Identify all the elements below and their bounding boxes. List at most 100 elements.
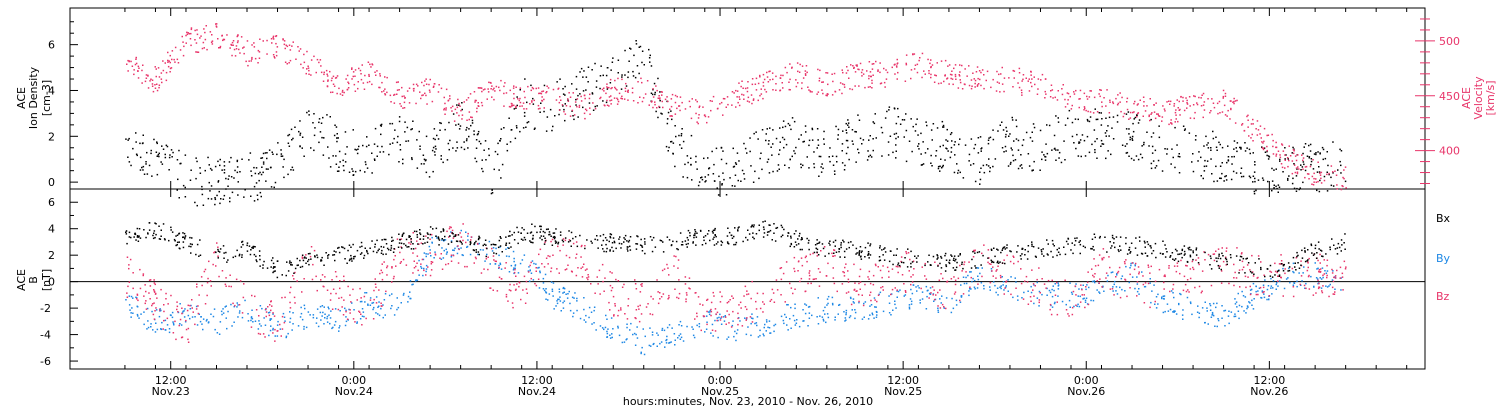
data-point xyxy=(1000,277,1002,279)
data-point xyxy=(1300,164,1302,166)
data-point xyxy=(275,182,277,184)
data-point xyxy=(394,129,396,131)
data-point xyxy=(955,79,957,81)
data-point xyxy=(773,325,775,327)
data-point xyxy=(345,310,347,312)
data-point xyxy=(364,89,366,91)
data-point xyxy=(870,71,872,73)
data-point xyxy=(272,328,274,330)
data-point xyxy=(927,148,929,150)
data-point xyxy=(750,298,752,300)
data-point xyxy=(951,151,953,153)
data-point xyxy=(769,332,771,334)
data-point xyxy=(421,268,423,270)
data-point xyxy=(1312,176,1314,178)
data-point xyxy=(1252,134,1254,136)
data-point xyxy=(171,149,173,151)
data-point xyxy=(1055,115,1057,117)
data-point xyxy=(804,303,806,305)
data-point xyxy=(1121,97,1123,99)
data-point xyxy=(1217,326,1219,328)
data-point xyxy=(1173,105,1175,107)
data-point xyxy=(669,109,671,111)
data-point xyxy=(779,149,781,151)
data-point xyxy=(171,59,173,61)
data-point xyxy=(828,296,830,298)
data-point xyxy=(727,302,729,304)
data-point xyxy=(1179,156,1181,158)
data-point xyxy=(1271,134,1273,136)
data-point xyxy=(873,284,875,286)
data-point xyxy=(668,150,670,152)
data-point xyxy=(1254,161,1256,163)
data-point xyxy=(978,152,980,154)
data-point xyxy=(745,306,747,308)
data-point xyxy=(320,312,322,314)
data-point xyxy=(291,45,293,47)
data-point xyxy=(576,254,578,256)
data-point xyxy=(762,129,764,131)
data-point xyxy=(619,93,621,95)
data-point xyxy=(318,122,320,124)
data-point xyxy=(807,87,809,89)
data-point xyxy=(1236,301,1238,303)
data-point xyxy=(1333,185,1335,187)
data-point xyxy=(746,319,748,321)
data-point xyxy=(764,324,766,326)
data-point xyxy=(686,292,688,294)
data-point xyxy=(177,179,179,181)
data-point xyxy=(919,299,921,301)
data-point xyxy=(823,131,825,133)
data-point xyxy=(547,299,549,301)
data-point xyxy=(672,94,674,96)
data-point xyxy=(1284,154,1286,156)
data-point xyxy=(320,131,322,133)
data-point xyxy=(912,274,914,276)
data-point xyxy=(855,312,857,314)
data-point xyxy=(842,83,844,85)
data-point xyxy=(1191,314,1193,316)
data-point xyxy=(678,279,680,281)
data-point xyxy=(1042,74,1044,76)
data-point xyxy=(806,72,808,74)
data-point xyxy=(188,305,190,307)
data-point xyxy=(1117,94,1119,96)
data-point xyxy=(1193,171,1195,173)
data-point xyxy=(1041,294,1043,296)
data-point xyxy=(1101,112,1103,114)
data-point xyxy=(533,279,535,281)
data-point xyxy=(1292,178,1294,180)
data-point xyxy=(932,64,934,66)
data-point xyxy=(990,282,992,284)
data-point xyxy=(417,85,419,87)
data-point xyxy=(888,295,890,297)
data-point xyxy=(144,284,146,286)
data-point xyxy=(871,82,873,84)
data-point xyxy=(527,122,529,124)
data-point xyxy=(961,295,963,297)
data-point xyxy=(526,281,528,283)
data-point xyxy=(930,292,932,294)
data-point xyxy=(146,152,148,154)
data-point xyxy=(224,172,226,174)
data-point xyxy=(809,270,811,272)
data-point xyxy=(790,159,792,161)
data-point xyxy=(550,109,552,111)
data-point xyxy=(1021,297,1023,299)
data-point xyxy=(946,148,948,150)
data-point xyxy=(132,66,134,68)
data-point xyxy=(612,62,614,64)
data-point xyxy=(430,275,432,277)
data-point xyxy=(1190,268,1192,270)
data-point xyxy=(1126,128,1128,130)
data-point xyxy=(756,325,758,327)
data-point xyxy=(1126,296,1128,298)
data-point xyxy=(833,249,835,251)
data-point xyxy=(1215,137,1217,139)
data-point xyxy=(642,51,644,53)
data-point xyxy=(808,306,810,308)
data-point xyxy=(281,156,283,158)
data-point xyxy=(513,93,515,95)
data-point xyxy=(959,64,961,66)
data-point xyxy=(567,293,569,295)
